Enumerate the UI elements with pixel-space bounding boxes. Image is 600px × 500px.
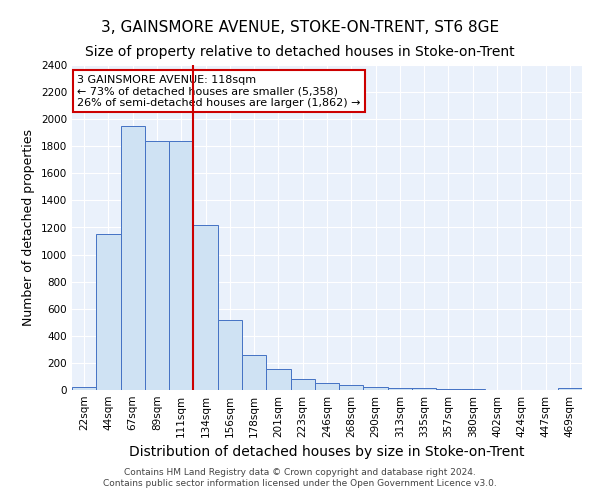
- Text: Contains HM Land Registry data © Crown copyright and database right 2024.
Contai: Contains HM Land Registry data © Crown c…: [103, 468, 497, 487]
- Text: Size of property relative to detached houses in Stoke-on-Trent: Size of property relative to detached ho…: [85, 45, 515, 59]
- Bar: [72, 386, 96, 390]
- Bar: [145, 141, 169, 390]
- Bar: [169, 141, 193, 390]
- Bar: [96, 234, 121, 390]
- Text: 3, GAINSMORE AVENUE, STOKE-ON-TRENT, ST6 8GE: 3, GAINSMORE AVENUE, STOKE-ON-TRENT, ST6…: [101, 20, 499, 35]
- Y-axis label: Number of detached properties: Number of detached properties: [22, 129, 35, 326]
- Bar: [290, 379, 315, 390]
- Bar: [266, 369, 290, 390]
- X-axis label: Distribution of detached houses by size in Stoke-on-Trent: Distribution of detached houses by size …: [129, 446, 525, 460]
- Bar: [339, 384, 364, 390]
- Bar: [242, 355, 266, 390]
- Bar: [193, 226, 218, 390]
- Bar: [364, 388, 388, 390]
- Text: 3 GAINSMORE AVENUE: 118sqm
← 73% of detached houses are smaller (5,358)
26% of s: 3 GAINSMORE AVENUE: 118sqm ← 73% of deta…: [77, 74, 361, 108]
- Bar: [558, 388, 582, 390]
- Bar: [388, 388, 412, 390]
- Bar: [315, 383, 339, 390]
- Bar: [121, 126, 145, 390]
- Bar: [218, 320, 242, 390]
- Bar: [412, 388, 436, 390]
